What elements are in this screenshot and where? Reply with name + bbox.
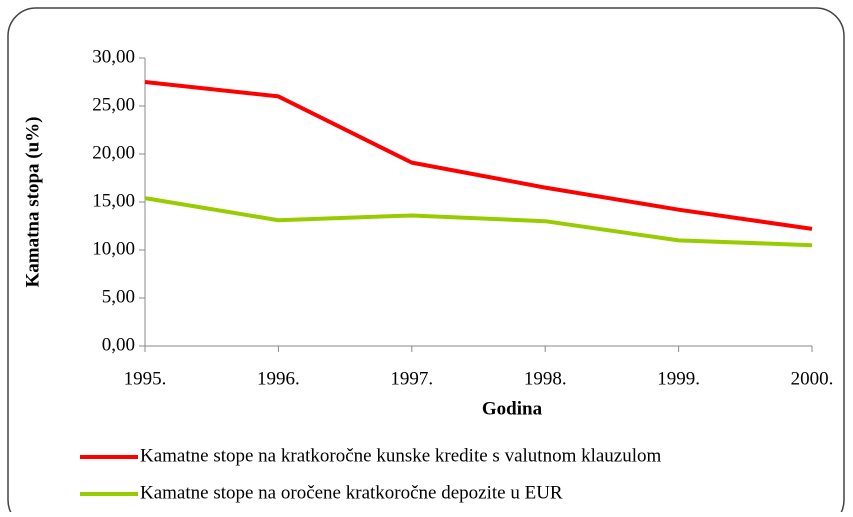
y-tick-label: 15,00 xyxy=(92,190,135,211)
y-tick-label: 20,00 xyxy=(92,142,135,163)
y-tick-label: 5,00 xyxy=(102,286,135,307)
x-axis-label: Godina xyxy=(482,398,543,419)
x-tick-label: 1996. xyxy=(257,368,300,389)
series-line xyxy=(144,80,813,231)
y-tick-label: 25,00 xyxy=(92,94,135,115)
x-tick-label: 2000. xyxy=(791,368,834,389)
series-line xyxy=(144,196,813,248)
y-axis-label: Kamatna stopa (u%) xyxy=(22,116,43,287)
chart-frame xyxy=(7,7,845,517)
legend-label: Kamatne stope na kratkoročne kunske kred… xyxy=(140,445,662,466)
legend-label: Kamatne stope na oročene kratkoročne dep… xyxy=(140,482,563,503)
x-tick-label: 1999. xyxy=(657,368,700,389)
y-tick-label: 0,00 xyxy=(102,334,135,355)
y-tick-label: 30,00 xyxy=(92,46,135,67)
x-tick-label: 1998. xyxy=(524,368,567,389)
y-tick-label: 10,00 xyxy=(92,238,135,259)
x-tick-label: 1997. xyxy=(390,368,433,389)
x-tick-label: 1995. xyxy=(124,368,167,389)
